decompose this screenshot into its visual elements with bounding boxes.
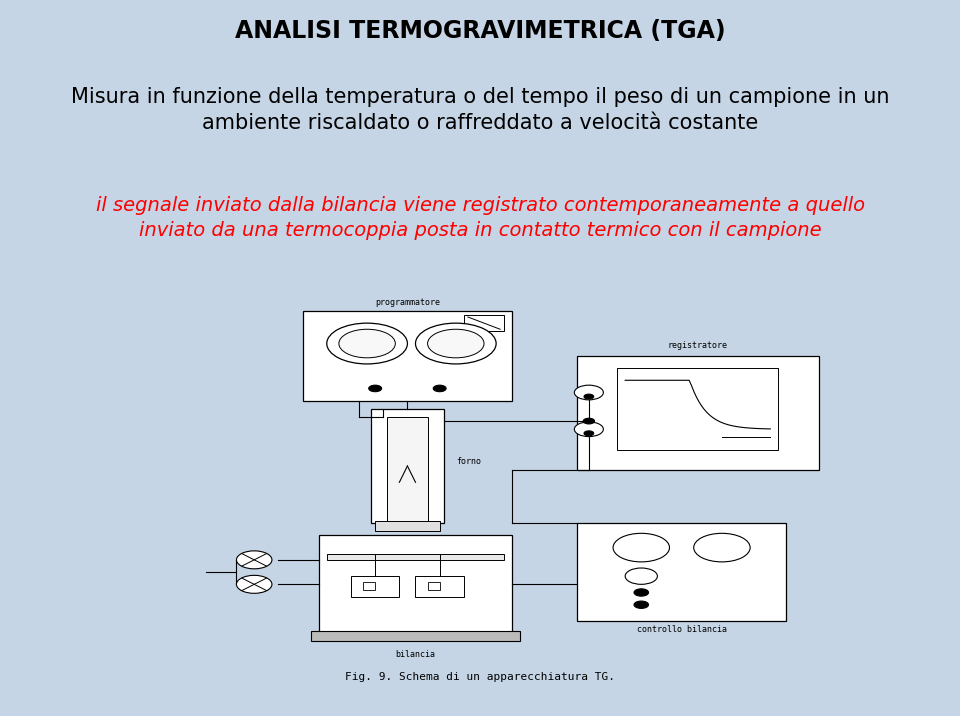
Circle shape — [433, 385, 446, 392]
Bar — [311, 632, 520, 642]
Text: registratore: registratore — [668, 341, 728, 349]
Bar — [351, 576, 399, 596]
Circle shape — [634, 589, 649, 596]
Bar — [617, 368, 779, 450]
Text: bilancia: bilancia — [396, 649, 436, 659]
Circle shape — [416, 323, 496, 364]
Bar — [577, 356, 819, 470]
Text: ANALISI TERMOGRAVIMETRICA (TGA): ANALISI TERMOGRAVIMETRICA (TGA) — [234, 19, 726, 43]
Text: programmatore: programmatore — [375, 298, 440, 306]
Bar — [363, 582, 375, 591]
Bar — [387, 417, 427, 523]
Circle shape — [369, 385, 382, 392]
Text: il segnale inviato dalla bilancia viene registrato contemporaneamente a quello
i: il segnale inviato dalla bilancia viene … — [95, 196, 865, 240]
Circle shape — [574, 422, 604, 437]
Bar — [427, 582, 440, 591]
Circle shape — [625, 568, 658, 584]
Circle shape — [584, 394, 593, 399]
Circle shape — [584, 418, 594, 424]
Bar — [302, 311, 513, 401]
Bar — [375, 521, 440, 531]
Circle shape — [339, 329, 396, 358]
Text: Misura in funzione della temperatura o del tempo il peso di un campione in un
am: Misura in funzione della temperatura o d… — [71, 87, 889, 133]
Bar — [577, 523, 786, 621]
Circle shape — [236, 551, 272, 569]
Bar — [464, 315, 504, 332]
Bar — [326, 553, 504, 560]
Text: Fig. 9. Schema di un apparecchiatura TG.: Fig. 9. Schema di un apparecchiatura TG. — [345, 672, 615, 682]
Circle shape — [574, 385, 604, 400]
Circle shape — [613, 533, 669, 562]
Circle shape — [236, 576, 272, 594]
Bar — [372, 409, 444, 523]
Circle shape — [694, 533, 750, 562]
Circle shape — [584, 431, 593, 436]
Circle shape — [427, 329, 484, 358]
Text: controllo bilancia: controllo bilancia — [636, 625, 727, 634]
Circle shape — [634, 601, 649, 609]
Bar — [319, 536, 513, 634]
Text: forno: forno — [456, 458, 481, 466]
Bar — [416, 576, 464, 596]
Circle shape — [326, 323, 407, 364]
